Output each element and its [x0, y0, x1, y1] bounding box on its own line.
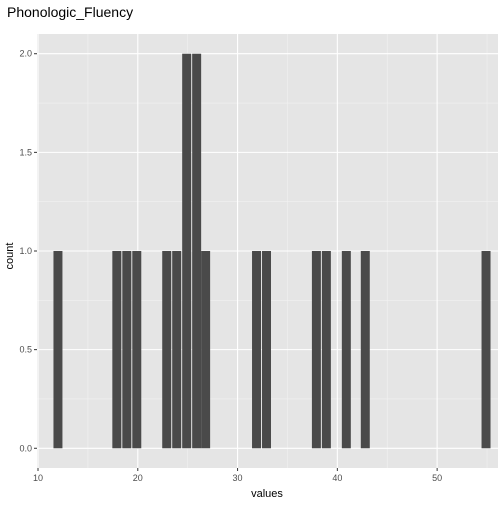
x-tick-label: 40: [332, 473, 342, 483]
histogram-bar: [182, 53, 192, 449]
histogram-bar: [252, 251, 262, 449]
histogram-bar: [201, 251, 211, 449]
histogram-bar: [112, 251, 122, 449]
x-tick-label: 30: [233, 473, 243, 483]
x-tick-label: 50: [432, 473, 442, 483]
histogram-bar: [53, 251, 63, 449]
y-tick-label: 1.0: [19, 246, 32, 256]
histogram-bar: [360, 251, 370, 449]
y-tick-label: 2.0: [19, 49, 32, 59]
histogram-bar: [192, 53, 202, 449]
y-tick-label: 0.5: [19, 345, 32, 355]
x-axis-label: values: [251, 488, 283, 500]
histogram-bars: [53, 53, 491, 449]
histogram-bar: [321, 251, 331, 449]
histogram-bar: [311, 251, 321, 449]
chart-title: Phonologic_Fluency: [7, 4, 133, 20]
x-tick-label: 20: [133, 473, 143, 483]
histogram-bar: [341, 251, 351, 449]
y-tick-label: 0.0: [19, 443, 32, 453]
y-tick-label: 1.5: [19, 147, 32, 157]
histogram-bar: [122, 251, 132, 449]
histogram-bar: [262, 251, 271, 449]
axes: 10 20 30 40 50 0.0 0.5 1.0 1.5 2.0: [19, 49, 442, 483]
y-axis-label: count: [4, 243, 16, 270]
histogram-bar: [481, 251, 491, 449]
histogram-bar: [132, 251, 142, 449]
histogram-bar: [162, 251, 172, 449]
histogram-bar: [172, 251, 182, 449]
x-tick-label: 10: [33, 473, 43, 483]
